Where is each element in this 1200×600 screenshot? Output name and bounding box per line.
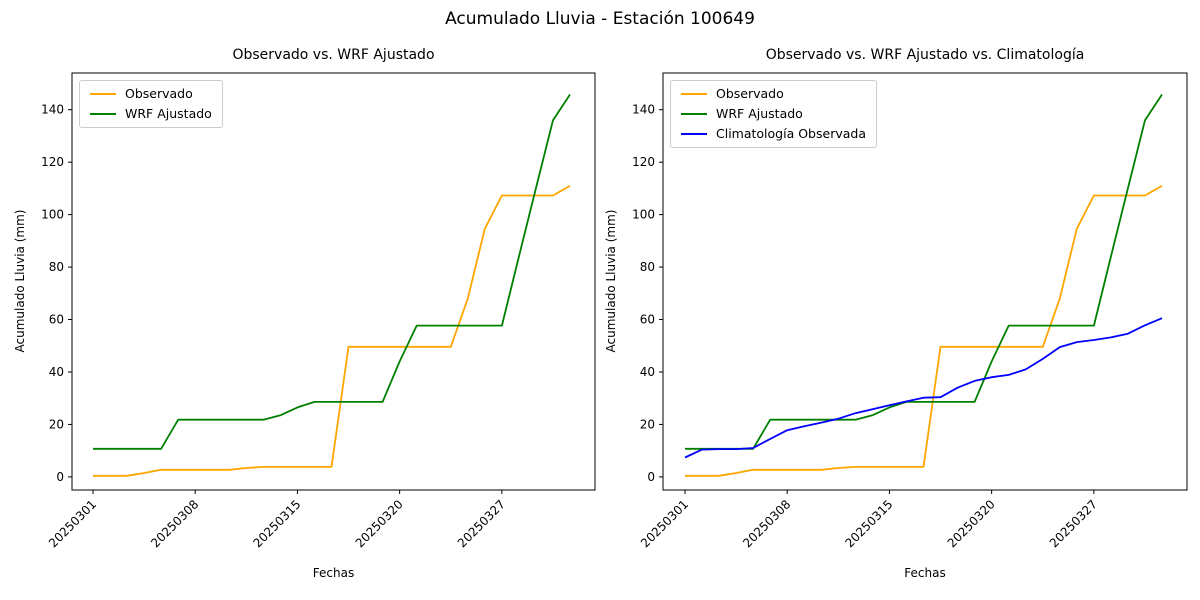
left-x-axis-label: Fechas <box>312 566 355 580</box>
y-tick-label: 120 <box>632 155 655 169</box>
legend-item-wrf: WRF Ajustado <box>681 107 866 121</box>
x-tick-label: 20250320 <box>945 497 998 550</box>
subplot-0: 0 20 40 60 80 100 120 140 20250301 20250308 202503… <box>41 72 596 550</box>
observado-line-swatch <box>90 93 116 95</box>
y-tick-label: 80 <box>640 260 655 274</box>
y-tick-label: 60 <box>640 313 655 327</box>
wrf-line <box>93 94 571 450</box>
climatologia-line-swatch <box>681 133 707 135</box>
wrf-line-swatch <box>681 113 707 115</box>
x-tick-label: 20250320 <box>353 497 406 550</box>
y-tick-label: 100 <box>41 208 64 222</box>
legend-label-wrf: WRF Ajustado <box>716 106 803 121</box>
legend-item-climatologia: Climatología Observada <box>681 127 866 141</box>
legend-item-observado: Observado <box>681 87 866 101</box>
y-tick-label: 40 <box>640 365 655 379</box>
axes-spines <box>71 72 596 491</box>
observado-line <box>685 185 1163 477</box>
axes-spines <box>662 72 1188 491</box>
right-x-axis-label: Fechas <box>904 566 946 580</box>
y-tick-label: 80 <box>49 260 64 274</box>
right-chart-title: Observado vs. WRF Ajustado vs. Climatolo… <box>765 47 1085 63</box>
y-tick-label: 140 <box>41 103 64 117</box>
legend-label-observado: Observado <box>716 86 784 101</box>
x-tick-label: 20250301 <box>638 497 691 550</box>
y-tick-label: 120 <box>41 155 64 169</box>
y-tick-label: 0 <box>56 470 64 484</box>
x-tick-label: 20250315 <box>250 497 303 550</box>
wrf-line-swatch <box>90 113 116 115</box>
x-tick-label: 20250308 <box>148 497 201 550</box>
legend-left: Observado WRF Ajustado <box>79 80 223 128</box>
y-tick-label: 100 <box>632 208 655 222</box>
legend-item-wrf: WRF Ajustado <box>90 107 212 121</box>
x-tick-label: 20250327 <box>455 497 508 550</box>
observado-line-swatch <box>681 93 707 95</box>
legend-label-wrf: WRF Ajustado <box>125 106 212 121</box>
y-tick-label: 20 <box>640 417 655 431</box>
figure-title: Acumulado Lluvia - Estación 100649 <box>445 9 755 29</box>
x-tick-label: 20250315 <box>842 497 895 550</box>
x-tick-label: 20250327 <box>1047 497 1100 550</box>
observado-line <box>93 185 571 477</box>
climatologia-line <box>684 317 1163 459</box>
y-tick-label: 0 <box>647 470 655 484</box>
x-tick-label: 20250308 <box>740 497 793 550</box>
legend-item-observado: Observado <box>90 87 212 101</box>
y-tick-label: 60 <box>49 313 64 327</box>
legend-label-climatologia: Climatología Observada <box>716 126 866 141</box>
y-tick-label: 140 <box>632 103 655 117</box>
y-tick-label: 40 <box>49 365 64 379</box>
x-tick-label: 20250301 <box>46 497 99 550</box>
legend-label-observado: Observado <box>125 86 193 101</box>
legend-right: Observado WRF Ajustado Climatología Obse… <box>670 80 877 148</box>
wrf-line <box>685 94 1163 450</box>
left-y-axis-label: Acumulado Lluvia (mm) <box>13 209 27 353</box>
left-chart-title: Observado vs. WRF Ajustado <box>232 47 435 63</box>
y-tick-label: 20 <box>49 417 64 431</box>
right-y-axis-label: Acumulado Lluvia (mm) <box>604 209 618 353</box>
